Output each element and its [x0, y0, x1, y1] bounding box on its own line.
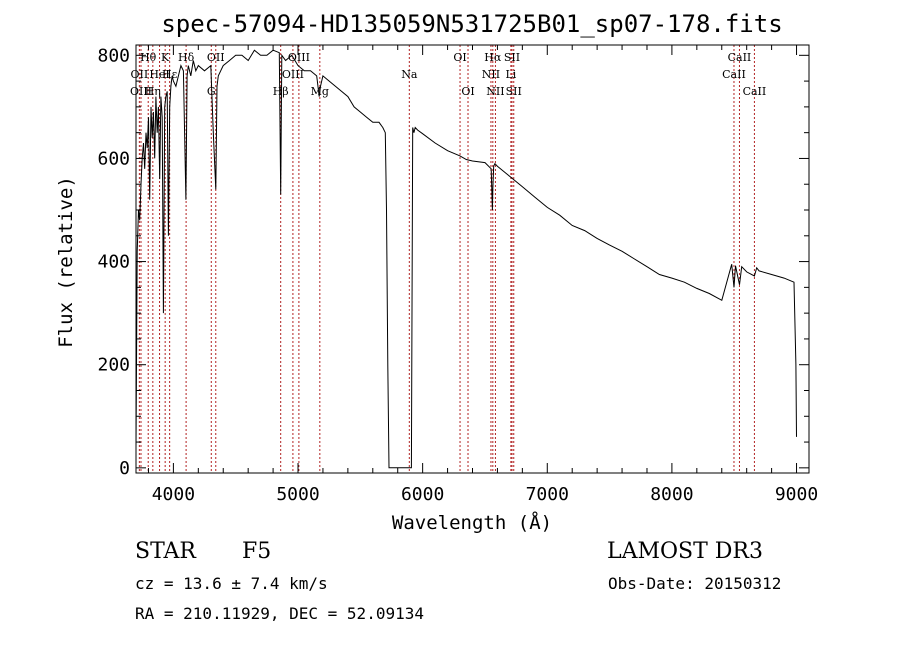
y-tick-label-2: 400	[97, 252, 130, 273]
spectrum-series-line	[135, 49, 797, 469]
line-label-19: NII	[482, 68, 500, 81]
object-class: STAR	[135, 539, 196, 564]
y-axis-ticks: 0 200 400 600 800	[97, 45, 809, 479]
x-tick-label-0: 4000	[152, 484, 195, 505]
x-tick-label-1: 5000	[276, 484, 319, 505]
y-axis-label: Flux (relative)	[55, 176, 77, 348]
y-tick-label-1: 200	[97, 355, 130, 376]
y-tick-label-4: 800	[97, 45, 130, 66]
line-label-25: CaII	[743, 85, 767, 98]
line-label-12: OIII	[282, 68, 304, 81]
line-label-4: K	[161, 51, 170, 64]
line-label-2: OIII	[130, 85, 152, 98]
line-label-10: Hβ	[273, 85, 289, 98]
chart-title: spec-57094-HD135059N531725B01_sp07-178.f…	[161, 10, 782, 38]
x-tick-label-2: 6000	[401, 484, 444, 505]
x-tick-label-3: 7000	[526, 484, 569, 505]
line-label-14: Na	[401, 68, 418, 81]
line-label-3: Hη	[145, 85, 161, 98]
survey-name: LAMOST DR3	[607, 539, 763, 564]
line-label-20: Li	[505, 68, 516, 81]
subclass: F5	[242, 539, 272, 564]
x-axis-label: Wavelength (Å)	[392, 511, 552, 534]
line-label-22: SII	[506, 85, 522, 98]
line-label-8: OII	[207, 51, 225, 64]
line-label-1: OII	[131, 68, 149, 81]
line-label-17: Hα	[484, 51, 502, 64]
line-label-5: HeI	[149, 68, 169, 81]
line-label-7: Hδ	[178, 51, 195, 64]
y-tick-label-0: 0	[119, 458, 130, 479]
line-label-0: Hθ	[140, 51, 157, 64]
obs-date: Obs-Date: 20150312	[608, 574, 782, 593]
y-tick-label-3: 600	[97, 148, 130, 169]
line-label-24: CaII	[722, 68, 746, 81]
line-label-16: OI	[461, 85, 474, 98]
line-label-18: SII	[504, 51, 520, 64]
x-axis-ticks: 4000 5000 6000 7000 8000 9000	[147, 45, 818, 505]
plot-frame	[135, 44, 810, 474]
line-label-21: NII	[486, 85, 504, 98]
line-label-15: OI	[453, 51, 466, 64]
line-label-6: Hε	[162, 68, 178, 81]
x-tick-label-4: 8000	[650, 484, 693, 505]
spectral-line-markers	[138, 45, 755, 473]
x-tick-label-5: 9000	[775, 484, 818, 505]
line-label-11: OIII	[288, 51, 310, 64]
coordinates: RA = 210.11929, DEC = 52.09134	[135, 604, 424, 623]
redshift-text: cz = 13.6 ± 7.4 km/s	[135, 574, 328, 593]
line-label-23: CaII	[728, 51, 752, 64]
